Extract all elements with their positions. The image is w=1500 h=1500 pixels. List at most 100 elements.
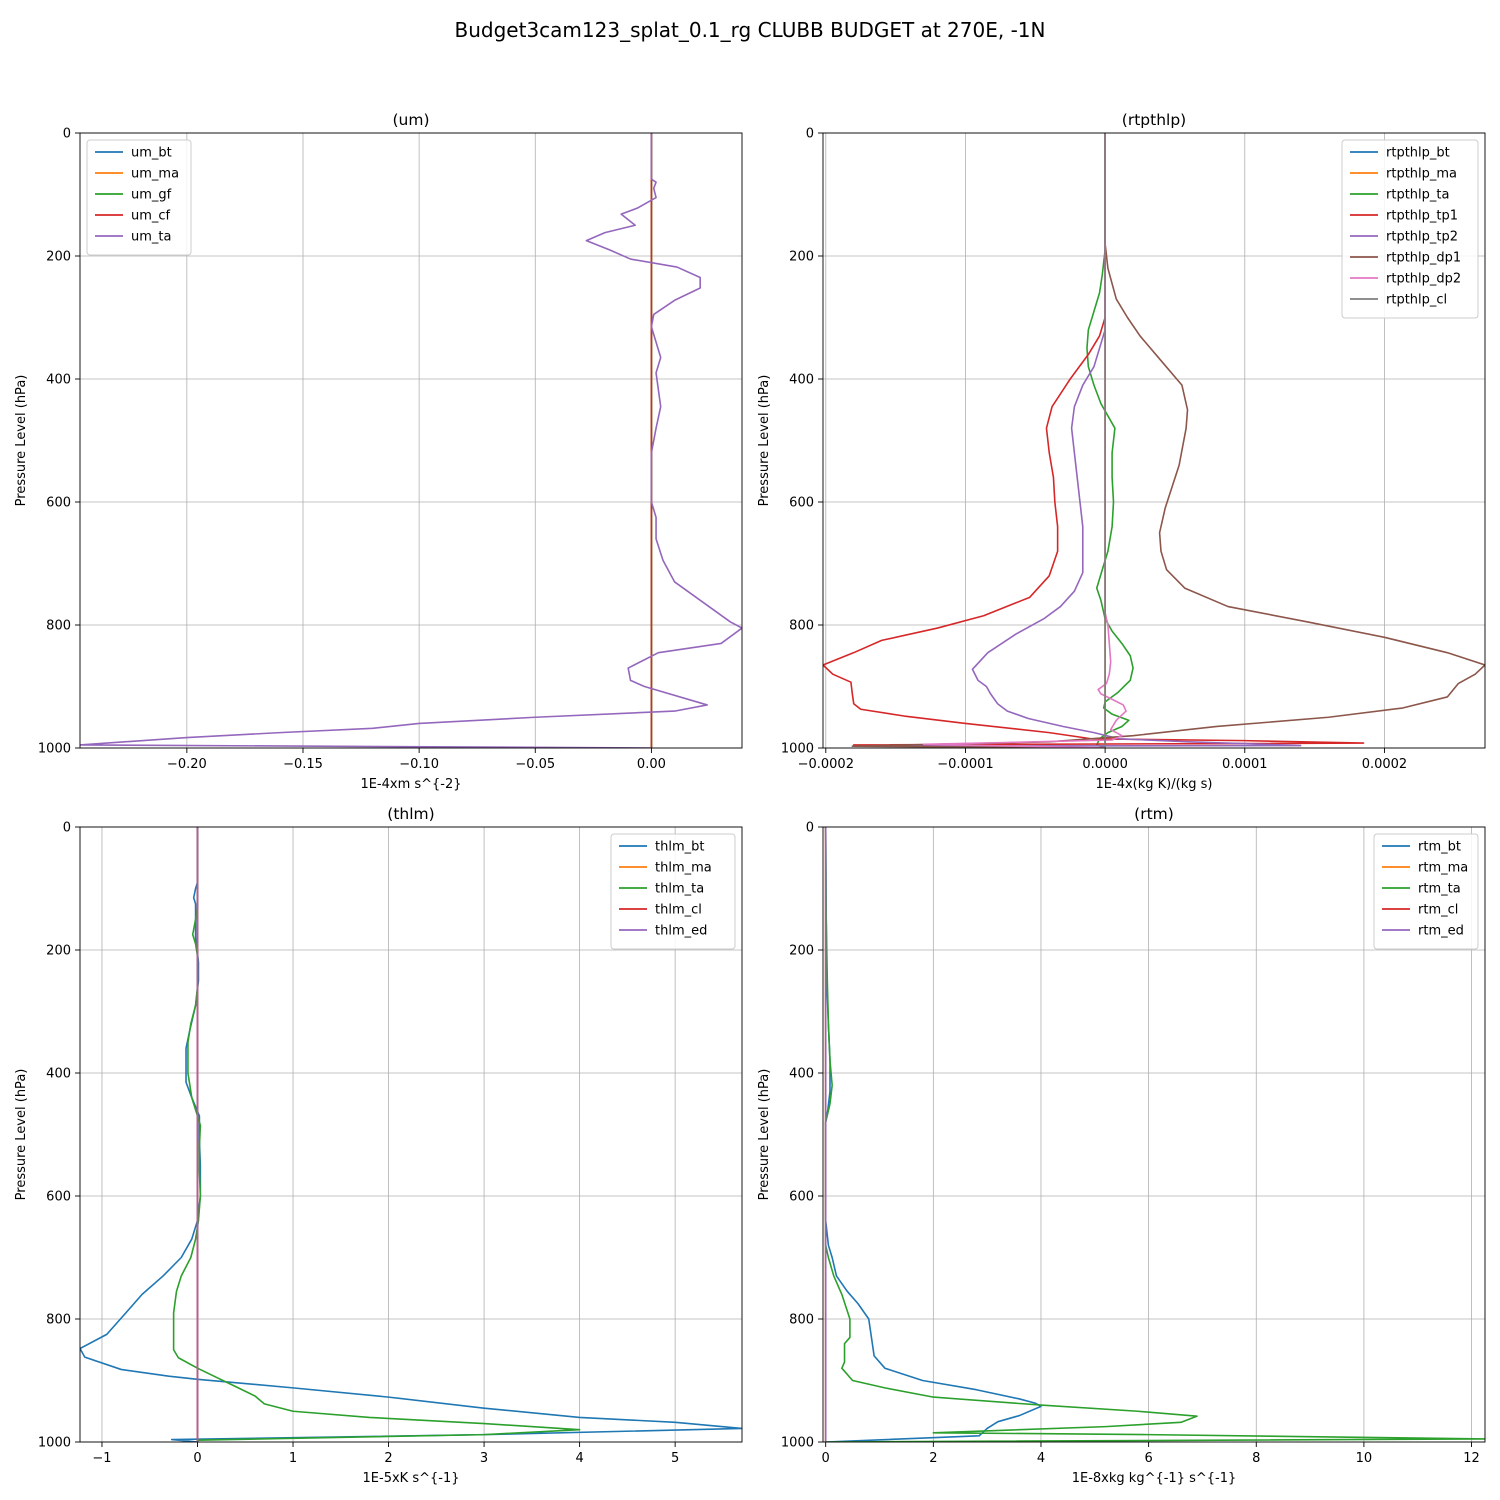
x-tick-label: −0.15 [283,757,323,772]
y-tick-label: 800 [789,1313,814,1328]
legend: thlm_bt thlm_ma thlm_ta thlm_cl thlm_ed [610,833,736,950]
legend-label: rtpthlp_tp1 [1386,209,1458,224]
y-axis-label: Pressure Level (hPa) [757,375,772,507]
legend-box [610,833,736,950]
x-tick-label: 12 [1463,1451,1480,1466]
y-tick-label: 0 [806,821,814,836]
subplot-1: −0.0002 −0.0001 0.0000 0.0001 0.0002 0 200 400 6… [757,111,1486,792]
y-tick-label: 400 [789,1067,814,1082]
axes-frame [822,132,1486,749]
legend-box [1373,833,1479,950]
y-tick-label: 0 [806,127,814,142]
x-axis-label: 1E-8xkg kg^{-1} s^{-1} [1072,1471,1237,1486]
y-tick-label: 600 [789,1190,814,1205]
subplot-3: 0 2 4 6 8 10 12 0 200 400 600 800 1000 (rtm) 1E-8xkg k… [757,805,1486,1486]
subplot-title: (um) [392,111,429,129]
series-line-rtpthlp_dp2 [922,133,1127,748]
x-tick-label: 0 [822,1451,830,1466]
x-tick-label: 2 [384,1451,392,1466]
x-tick-label: 4 [575,1451,583,1466]
y-tick-label: 1000 [38,742,71,757]
legend-label: um_ta [131,230,171,245]
x-tick-label: 8 [1252,1451,1260,1466]
legend-label: rtm_ed [1418,924,1464,939]
y-tick-label: 600 [46,496,71,511]
legend-label: thlm_cl [655,903,702,918]
subplot-2: −1 0 1 2 3 4 5 0 200 400 600 800 1000 (thlm) 1E-5xK s^… [14,805,743,1486]
legend-label: rtm_ma [1418,861,1468,876]
legend-label: rtpthlp_dp1 [1386,251,1461,266]
y-tick-label: 1000 [781,742,814,757]
y-tick-label: 400 [46,373,71,388]
legend-box [86,139,192,256]
x-tick-label: 0.0000 [1082,757,1128,772]
legend-label: um_bt [131,146,172,161]
legend-label: rtm_cl [1418,903,1458,918]
y-tick-label: 400 [46,1067,71,1082]
x-axis-label: 1E-4x(kg K)/(kg s) [1096,777,1213,792]
series-line-rtm_ta [824,827,1485,1442]
series-line-rtpthlp_tp2 [908,133,1302,748]
legend-label: thlm_ta [655,882,704,897]
x-tick-label: 0 [193,1451,201,1466]
series-line-rtm_bt [824,827,1042,1442]
x-tick-label: 0.00 [637,757,666,772]
y-tick-label: 200 [46,250,71,265]
x-tick-label: −0.10 [399,757,439,772]
series-group [80,133,742,748]
legend-label: rtm_bt [1418,840,1461,855]
legend-box [1341,139,1479,319]
legend: um_bt um_ma um_gf um_cf um_ta [86,139,192,256]
y-axis-label: Pressure Level (hPa) [14,1069,29,1201]
legend-label: rtpthlp_bt [1386,146,1450,161]
legend-label: rtpthlp_cl [1386,293,1447,308]
x-tick-label: 10 [1356,1451,1373,1466]
y-tick-label: 400 [789,373,814,388]
legend-label: thlm_ed [655,924,707,939]
x-tick-label: 2 [929,1451,937,1466]
subplot-0: −0.20 −0.15 −0.10 −0.05 0.00 0 200 400 600 800 100… [14,111,743,792]
x-tick-label: 3 [480,1451,488,1466]
legend-label: rtpthlp_dp2 [1386,272,1461,287]
legend-label: rtm_ta [1418,882,1461,897]
series-line-um_ta [80,133,742,748]
x-tick-label: −0.20 [167,757,207,772]
x-tick-label: −0.05 [515,757,555,772]
y-axis-label: Pressure Level (hPa) [757,1069,772,1201]
subplot-title: (rtpthlp) [1122,111,1186,129]
y-tick-label: 600 [46,1190,71,1205]
x-tick-label: 4 [1037,1451,1045,1466]
series-line-rtpthlp_dp1 [851,133,1485,748]
y-tick-label: 600 [789,496,814,511]
x-axis-label: 1E-5xK s^{-1} [363,1471,460,1486]
y-tick-label: 200 [46,944,71,959]
legend-label: rtpthlp_tp2 [1386,230,1458,245]
series-line-rtpthlp_tp1 [823,133,1365,748]
x-tick-label: 0.0001 [1222,757,1268,772]
y-tick-label: 800 [789,619,814,634]
legend: rtpthlp_bt rtpthlp_ma rtpthlp_ta rtpthlp_tp… [1341,139,1479,319]
subplot-title: (rtm) [1134,805,1174,823]
subplot-grid: −0.20 −0.15 −0.10 −0.05 0.000200400600800100… [14,111,1486,1486]
x-tick-label: −0.0002 [798,757,854,772]
x-tick-label: 6 [1144,1451,1152,1466]
x-axis-label: 1E-4xm s^{-2} [360,777,461,792]
y-tick-label: 200 [789,944,814,959]
axes-frame [822,826,1486,1443]
y-tick-label: 1000 [781,1436,814,1451]
legend-label: rtpthlp_ma [1386,167,1457,182]
axes-frame [79,132,743,749]
legend: rtm_bt rtm_ma rtm_ta rtm_cl rtm_ed [1373,833,1479,950]
y-axis-label: Pressure Level (hPa) [14,375,29,507]
x-tick-label: 1 [289,1451,297,1466]
series-group [823,133,1485,748]
series-group [80,827,742,1442]
axes-frame [79,826,743,1443]
y-tick-label: 800 [46,619,71,634]
legend-label: um_cf [131,209,171,224]
x-tick-label: 5 [671,1451,679,1466]
y-tick-label: 1000 [38,1436,71,1451]
legend-label: rtpthlp_ta [1386,188,1449,203]
